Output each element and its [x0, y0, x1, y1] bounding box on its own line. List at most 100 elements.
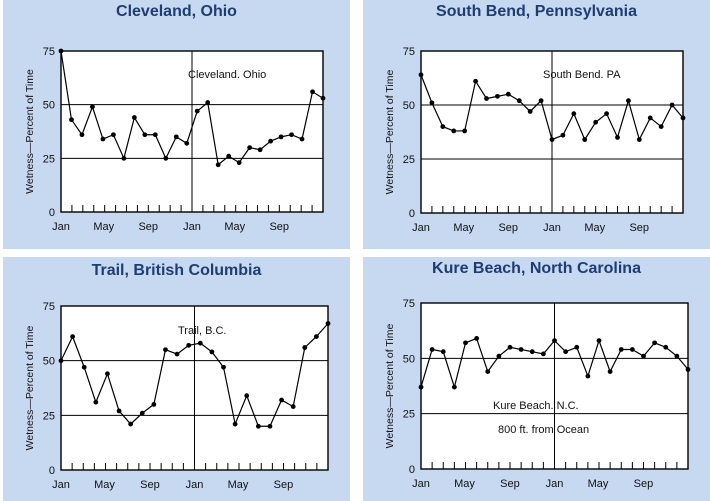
data-point [451, 128, 457, 134]
data-point [105, 371, 110, 377]
panel-south-bend: South Bend, Pennsylvania 0 25 50 75 Wetness—… [363, 0, 710, 249]
data-point [100, 136, 106, 142]
y-axis-label: Wetness—Percent of Time [384, 69, 396, 194]
data-point [81, 364, 87, 370]
data-point [221, 364, 226, 370]
y-tick-label: 0 [49, 465, 55, 477]
y-axis-label: Wetness—Percent of Time [384, 323, 396, 448]
data-point [658, 124, 664, 129]
data-point [209, 349, 215, 355]
data-point [451, 384, 457, 390]
x-tick-label: May [588, 478, 609, 490]
data-point [131, 115, 137, 120]
data-point [496, 353, 502, 359]
data-point [139, 410, 145, 416]
y-tick-label: 0 [49, 207, 55, 219]
x-tick-label: Jan [412, 222, 430, 234]
chart-kure-beach: 0 25 50 75 Wetness—Percent of Time Jan May Sep J… [384, 298, 691, 490]
data-point [618, 347, 624, 352]
x-tick-label: May [584, 222, 605, 234]
y-tick-label: 25 [43, 410, 55, 422]
chart-annotation: Trail, B.C. [178, 325, 227, 337]
y-tick-label: 50 [403, 353, 415, 365]
data-point [173, 134, 179, 140]
data-point [268, 138, 273, 144]
data-point [90, 104, 95, 110]
data-point [474, 336, 480, 341]
data-point [647, 115, 653, 121]
data-point [128, 421, 134, 427]
data-point [70, 334, 76, 340]
x-tick-label: Jan [52, 221, 70, 233]
data-point [484, 96, 489, 101]
data-point [593, 119, 599, 125]
data-point [290, 404, 296, 409]
data-point [257, 147, 263, 153]
data-point [325, 321, 331, 326]
chart-annotation: 800 ft. from Ocean [498, 424, 589, 436]
y-tick-label: 25 [403, 409, 415, 421]
data-point [505, 91, 511, 97]
data-point [495, 93, 500, 99]
panel-kure-beach: Kure Beach, North Carolina 0 25 50 75 Wetnes… [363, 257, 710, 501]
data-point [615, 135, 620, 140]
data-point [473, 78, 478, 84]
data-point [463, 340, 468, 346]
data-point [674, 353, 680, 359]
data-point [151, 402, 157, 407]
x-tick-label: Jan [183, 221, 201, 233]
data-point [152, 132, 158, 138]
data-point [685, 367, 691, 372]
data-point [320, 95, 326, 101]
data-point [440, 124, 446, 129]
data-point [540, 351, 546, 357]
x-tick-label: Jan [186, 479, 204, 491]
data-point [641, 353, 646, 359]
data-point [194, 108, 200, 114]
chart-title: Cleveland, Ohio [116, 3, 237, 20]
data-point [278, 134, 284, 140]
data-point [418, 384, 424, 390]
data-point [529, 349, 535, 355]
y-axis-label: Wetness—Percent of Time [24, 325, 36, 450]
data-point [255, 423, 261, 429]
x-tick-label: Sep [269, 221, 289, 233]
data-point [121, 155, 127, 161]
data-point [549, 137, 555, 142]
data-point [669, 102, 675, 108]
data-point [518, 347, 524, 352]
data-point [485, 369, 491, 375]
chart-south-bend: 0 25 50 75 Wetness—Percent of Time Jan May Sep J… [384, 46, 686, 234]
panel-cleveland: Cleveland, Ohio 0 25 50 75 Wetness—Percent o… [3, 0, 350, 249]
data-point [226, 153, 232, 159]
data-point [560, 132, 566, 138]
y-tick-label: 75 [43, 301, 55, 313]
x-tick-label: Sep [140, 479, 160, 491]
chart-trail: 0 25 50 75 Wetness—Percent of Time Jan May Sep J… [24, 301, 331, 491]
data-point [205, 100, 211, 105]
data-point [142, 132, 148, 138]
data-point [111, 132, 116, 138]
data-point [429, 100, 435, 106]
data-point [552, 338, 557, 344]
chart-annotation: Kure Beach. N.C. [493, 400, 579, 412]
panel-trail: Trail, British Columbia 0 25 50 75 Wetness—P… [3, 257, 350, 501]
x-tick-label: Sep [500, 478, 520, 490]
data-point [302, 345, 308, 350]
data-point [232, 421, 238, 427]
data-point [563, 349, 569, 355]
x-tick-label: May [94, 479, 115, 491]
y-tick-label: 50 [403, 100, 415, 112]
chart-title: South Bend, Pennsylvania [436, 3, 637, 20]
x-tick-label: Jan [546, 478, 564, 490]
data-point [197, 340, 203, 346]
data-point [462, 128, 468, 134]
data-point [244, 393, 250, 399]
data-point [538, 98, 544, 104]
data-point [418, 72, 424, 78]
data-point [79, 132, 85, 138]
y-axis-label: Wetness—Percent of Time [24, 69, 36, 194]
data-point [440, 349, 446, 355]
data-point [636, 137, 642, 142]
data-point [680, 115, 686, 121]
